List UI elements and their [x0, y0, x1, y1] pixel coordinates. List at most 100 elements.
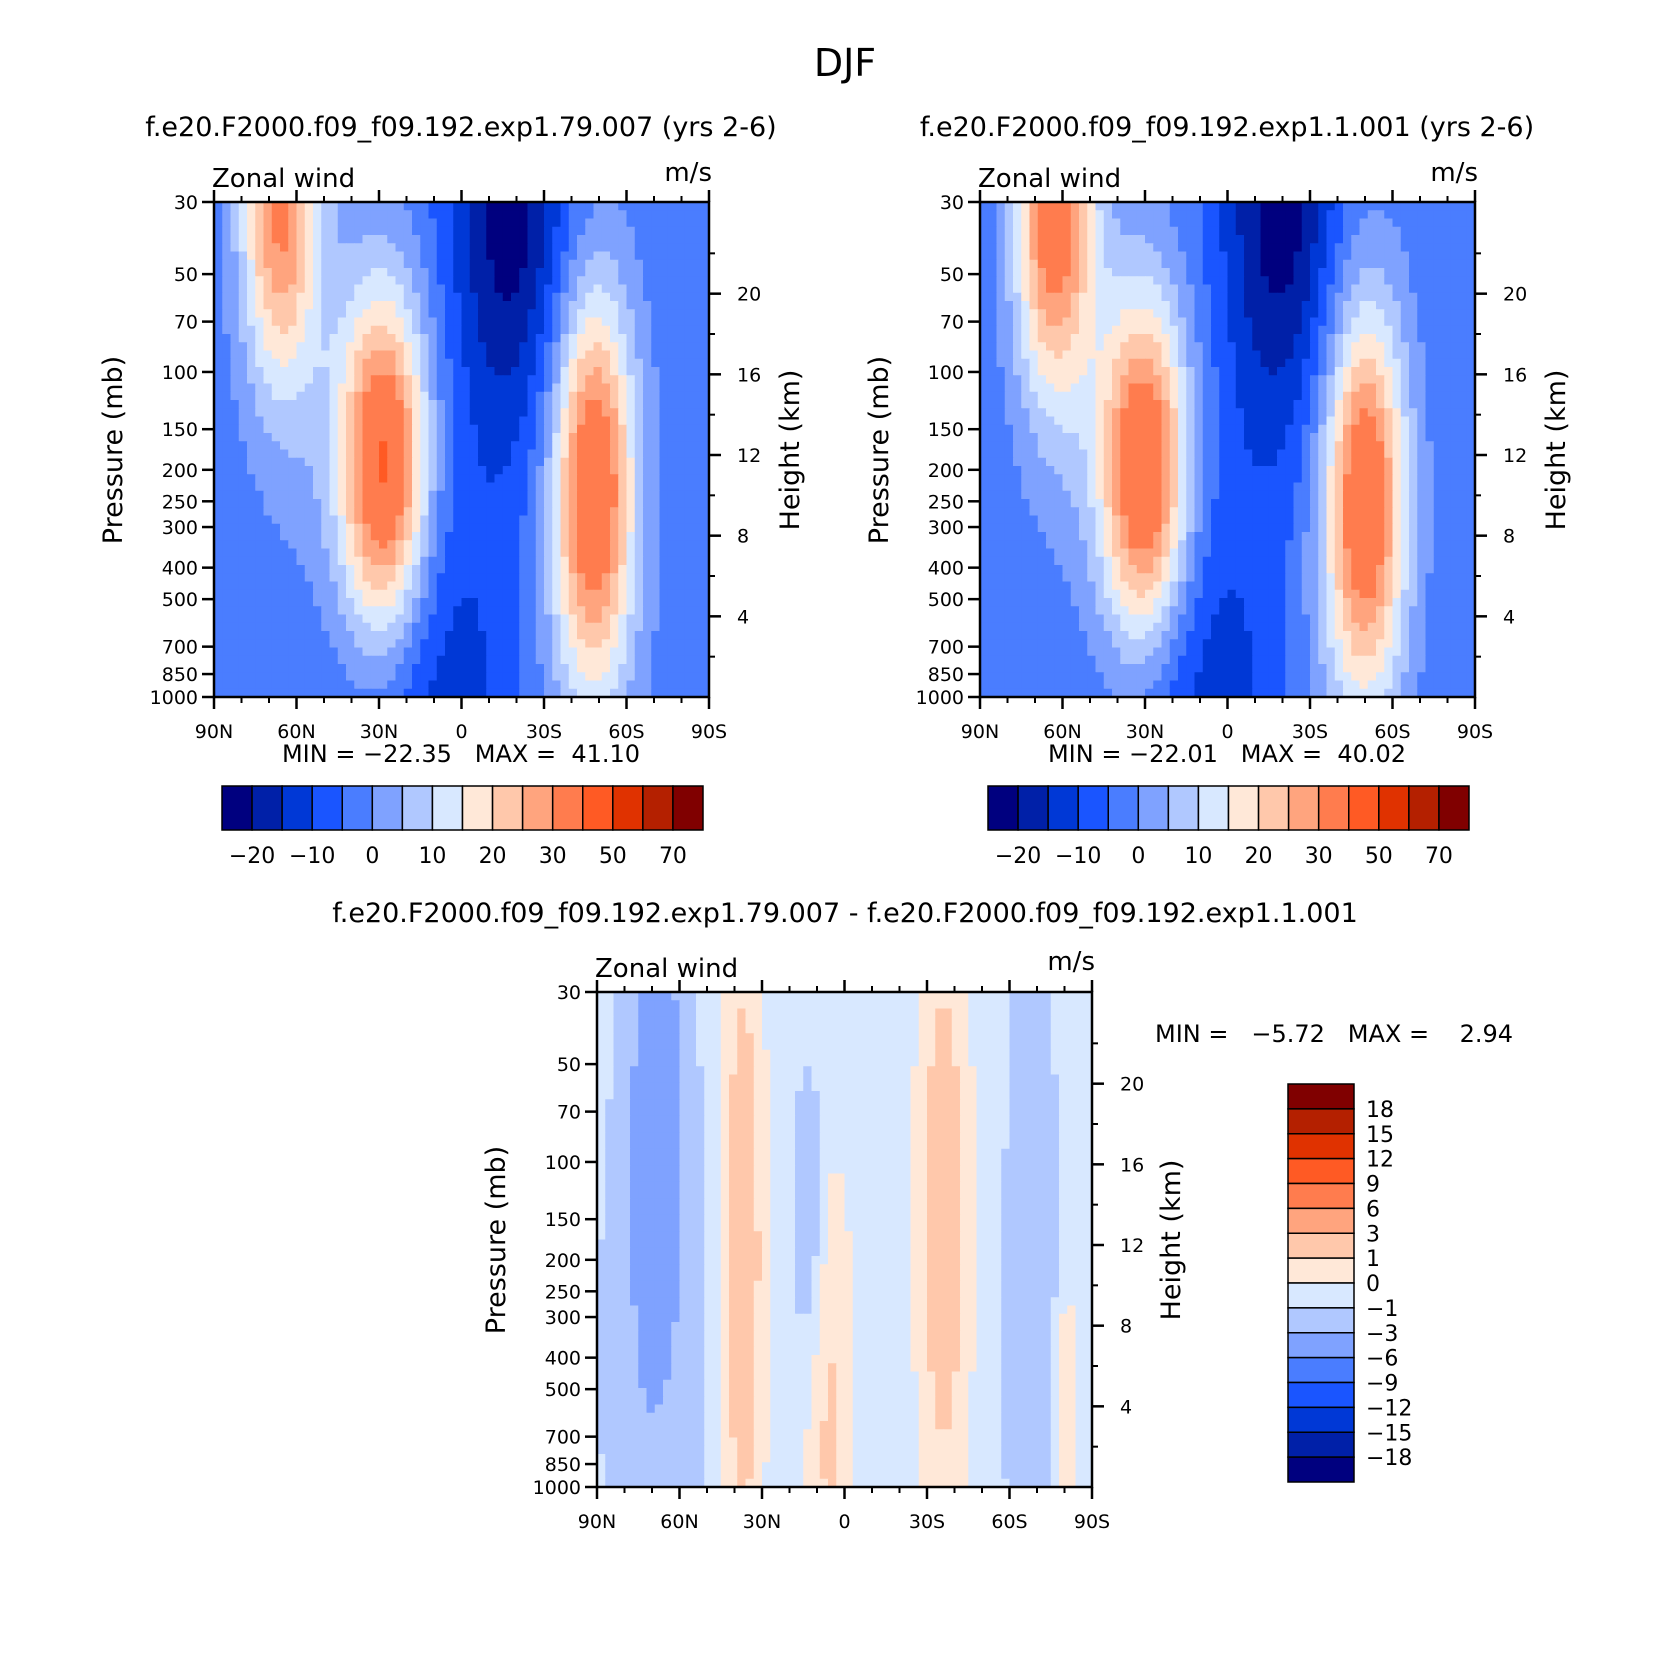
contour-cell: [519, 490, 529, 500]
contour-cell: [247, 664, 256, 673]
contour-cell: [288, 457, 298, 467]
contour-cell: [321, 523, 331, 533]
contour-cell: [667, 408, 677, 418]
contour-cell: [420, 507, 430, 517]
contour-cell: [420, 688, 430, 697]
contour-cell: [321, 408, 331, 418]
contour-cell: [1046, 375, 1055, 385]
contour-cell: [403, 688, 413, 697]
contour-cell: [519, 226, 529, 236]
panel-a-variable-label: Zonal wind: [212, 164, 355, 194]
contour-cell: [445, 598, 454, 607]
contour-cell: [651, 325, 661, 335]
contour-cell: [519, 309, 529, 319]
contour-cell: [412, 581, 421, 591]
contour-cell: [552, 556, 562, 566]
contour-cell: [535, 532, 545, 541]
contour-cell: [552, 565, 562, 574]
contour-cell: [634, 433, 644, 442]
contour-cell: [1004, 301, 1014, 310]
contour-cell: [469, 655, 479, 665]
contour-cell: [412, 342, 421, 352]
contour-cell: [222, 556, 232, 566]
contour-cell: [428, 218, 438, 228]
contour-cell: [626, 218, 636, 228]
contour-cell: [519, 259, 529, 269]
contour-cell: [1450, 325, 1460, 335]
contour-cell: [511, 391, 520, 401]
contour-cell: [288, 523, 298, 533]
contour-cell: [486, 515, 496, 525]
contour-cell: [692, 515, 702, 525]
contour-cell: [445, 375, 454, 385]
contour-cell: [395, 391, 405, 401]
contour-cell: [469, 581, 479, 591]
contour-cell: [618, 457, 628, 467]
contour-cell: [403, 639, 413, 649]
contour-cell: [643, 622, 652, 632]
contour-cell: [585, 416, 595, 426]
contour-cell: [238, 276, 248, 286]
contour-cell: [1070, 309, 1080, 319]
contour-cell: [337, 218, 347, 228]
contour-cell: [412, 688, 421, 697]
contour-cell: [601, 367, 611, 376]
contour-cell: [494, 639, 504, 649]
contour-cell: [502, 268, 512, 277]
contour-cell: [263, 202, 273, 211]
contour-cell: [593, 639, 603, 649]
contour-cell: [1169, 284, 1179, 294]
contour-cell: [1458, 334, 1468, 343]
contour-cell: [403, 622, 413, 632]
contour-cell: [238, 218, 248, 228]
contour-cell: [643, 457, 652, 467]
contour-cell: [403, 647, 413, 657]
contour-cell: [502, 490, 512, 500]
contour-cell: [1062, 202, 1072, 211]
contour-cell: [1433, 334, 1443, 343]
contour-cell: [502, 449, 512, 459]
contour-cell: [1376, 358, 1385, 368]
contour-cell: [1384, 334, 1394, 343]
contour-cell: [610, 622, 619, 632]
contour-cell: [1293, 301, 1303, 310]
contour-cell: [527, 424, 537, 434]
contour-cell: [1409, 276, 1418, 286]
contour-cell: [1178, 243, 1187, 253]
contour-cell: [469, 235, 479, 244]
contour-cell: [412, 301, 421, 310]
contour-cell: [337, 367, 347, 376]
contour-cell: [1145, 243, 1154, 253]
contour-cell: [676, 581, 685, 591]
contour-cell: [1425, 284, 1435, 294]
contour-cell: [1417, 367, 1427, 376]
contour-cell: [1046, 243, 1055, 253]
contour-cell: [255, 655, 265, 665]
contour-cell: [1054, 301, 1064, 310]
contour-cell: [1062, 292, 1072, 302]
contour-cell: [593, 441, 603, 451]
contour-cell: [1079, 284, 1088, 294]
contour-cell: [544, 556, 553, 566]
contour-cell: [980, 202, 989, 211]
contour-cell: [478, 606, 487, 616]
contour-cell: [461, 449, 471, 459]
contour-cell: [255, 672, 265, 682]
contour-cell: [230, 424, 240, 434]
contour-cell: [296, 622, 306, 632]
contour-cell: [1153, 210, 1163, 220]
contour-cell: [544, 391, 553, 401]
contour-cell: [247, 218, 256, 228]
contour-cell: [346, 243, 355, 253]
contour-cell: [676, 235, 685, 244]
contour-cell: [1343, 268, 1352, 277]
contour-cell: [667, 556, 677, 566]
contour-cell: [321, 358, 331, 368]
contour-cell: [304, 548, 314, 558]
panel-b-title: f.e20.F2000.f09_f09.192.exp1.1.001 (yrs …: [920, 112, 1534, 143]
contour-cell: [403, 482, 413, 492]
contour-cell: [478, 688, 487, 697]
contour-cell: [511, 614, 520, 624]
contour-cell: [676, 350, 685, 360]
contour-cell: [1343, 342, 1352, 352]
